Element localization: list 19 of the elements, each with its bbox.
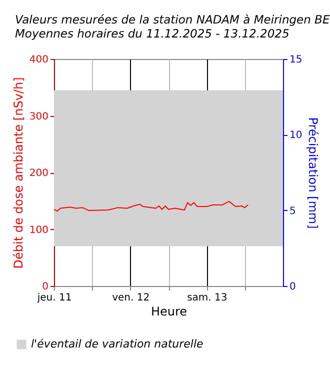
y-tick-label: 100 <box>29 224 48 236</box>
y2-axis-title: Précipitation [mm] <box>306 117 320 229</box>
y2-tick-label: 0 <box>290 282 296 292</box>
y-axis-title: Débit de dose ambiante [nSv/h] <box>11 77 26 269</box>
y2-tick-label: 5 <box>290 206 296 217</box>
text: Valeurs mesurées de la station NADAM à Meiringen BE <box>15 12 330 26</box>
text: Moyennes horaires du 11.12.2025 - 13.12.2025 <box>15 26 290 40</box>
x-tick-label: ven. 12 <box>112 292 150 304</box>
line-series <box>54 200 249 212</box>
x-axis-title: Heure <box>150 304 188 318</box>
x-tick-label: jeu. 11 <box>36 292 72 304</box>
x-tick-label: sam. 13 <box>187 292 228 304</box>
y-tick-label: 400 <box>29 54 48 66</box>
y-tick-label: 300 <box>29 111 48 122</box>
y2-tick-label: 10 <box>290 130 302 142</box>
y-tick-label: 200 <box>29 168 48 179</box>
y2-tick-label: 15 <box>290 54 302 66</box>
y-tick-label: 0 <box>42 282 48 292</box>
legend-label: l'éventail de variation naturelle <box>31 338 204 350</box>
